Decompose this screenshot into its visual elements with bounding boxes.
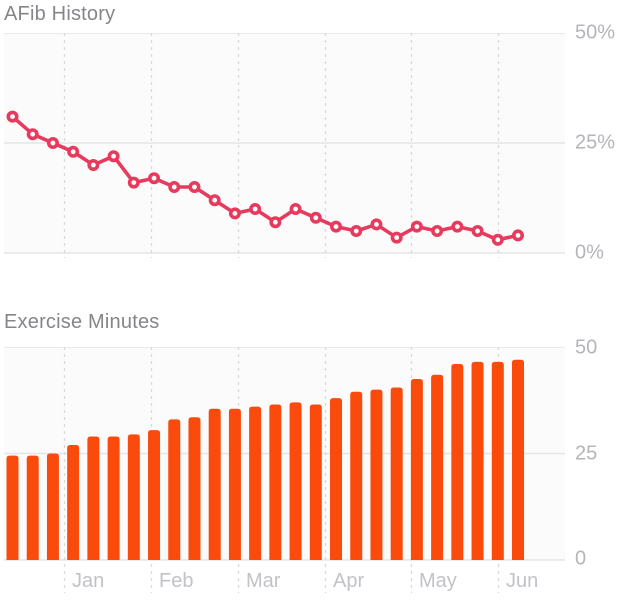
- afib-y-tick-0: 0%: [575, 241, 604, 264]
- x-tick-mar: Mar: [246, 570, 281, 592]
- afib-history-chart-title: AFib History: [4, 3, 116, 25]
- exercise-y-tick-0: 0: [575, 547, 587, 570]
- x-tick-feb: Feb: [159, 570, 194, 592]
- exercise-y-tick-25: 25: [575, 442, 598, 465]
- afib-y-tick-25: 25%: [575, 131, 616, 154]
- afib-y-tick-50: 50%: [575, 21, 616, 44]
- x-tick-may: May: [419, 570, 457, 592]
- x-tick-apr: Apr: [333, 570, 365, 592]
- exercise-minutes-bar-chart: [4, 347, 565, 593]
- x-tick-jun: Jun: [506, 570, 539, 592]
- exercise-y-tick-50: 50: [575, 336, 598, 359]
- x-tick-jan: Jan: [72, 570, 105, 592]
- afib-history-line-chart: [4, 33, 565, 258]
- exercise-minutes-chart-title: Exercise Minutes: [4, 311, 160, 333]
